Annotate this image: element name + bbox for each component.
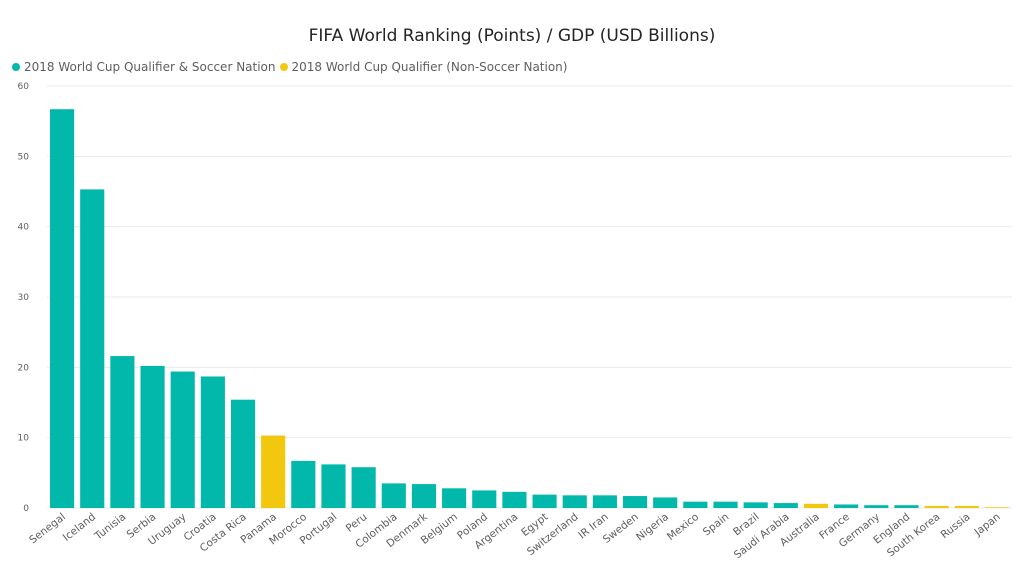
x-tick-label: Nigeria <box>634 511 671 544</box>
bar[interactable] <box>773 503 798 508</box>
bar[interactable] <box>261 435 286 508</box>
x-tick-label: Spain <box>701 511 732 539</box>
bar[interactable] <box>442 488 467 508</box>
bar[interactable] <box>472 490 497 508</box>
x-tick-label: Tunisia <box>92 511 128 543</box>
bar[interactable] <box>80 189 105 508</box>
legend-marker-soccer-nation <box>12 63 20 71</box>
x-tick-label: South Korea <box>885 511 943 560</box>
bar[interactable] <box>713 501 738 508</box>
bar[interactable] <box>562 495 587 508</box>
bar[interactable] <box>834 504 859 508</box>
bar[interactable] <box>984 507 1009 508</box>
bar[interactable] <box>502 491 527 508</box>
legend-marker-non-soccer-nation <box>279 63 288 71</box>
y-tick-label: 20 <box>18 363 30 373</box>
x-tick-label: Mexico <box>665 511 701 543</box>
legend-item-soccer-nation[interactable]: 2018 World Cup Qualifier & Soccer Nation <box>12 60 276 74</box>
x-tick-label: Russia <box>939 511 973 541</box>
bar[interactable] <box>653 497 678 508</box>
bar[interactable] <box>291 460 316 508</box>
bar[interactable] <box>894 505 919 508</box>
bar[interactable] <box>532 494 557 508</box>
chart-title: FIFA World Ranking (Points) / GDP (USD B… <box>308 26 716 46</box>
bar[interactable] <box>411 484 437 508</box>
bar[interactable] <box>743 502 768 508</box>
bar[interactable] <box>230 399 256 508</box>
bar[interactable] <box>140 365 165 508</box>
x-tick-label: Iceland <box>61 511 98 544</box>
bar[interactable] <box>321 464 346 508</box>
bar[interactable] <box>200 376 225 508</box>
legend: 2018 World Cup Qualifier & Soccer Nation… <box>12 60 571 74</box>
bar[interactable] <box>954 505 979 508</box>
y-tick-label: 60 <box>18 82 30 92</box>
bar[interactable] <box>381 483 406 508</box>
y-tick-label: 40 <box>18 223 30 233</box>
bar[interactable] <box>110 356 135 508</box>
bar[interactable] <box>351 467 376 508</box>
bar[interactable] <box>50 109 75 509</box>
bar[interactable] <box>622 496 648 508</box>
bar[interactable] <box>864 505 889 508</box>
legend-label-soccer-nation: 2018 World Cup Qualifier & Soccer Nation <box>24 60 276 74</box>
legend-item-non-soccer-nation[interactable]: 2018 World Cup Qualifier (Non-Soccer Nat… <box>279 60 568 74</box>
y-tick-label: 10 <box>18 434 30 444</box>
x-tick-label: Japan <box>972 511 1003 539</box>
bar[interactable] <box>683 501 708 508</box>
y-tick-label: 30 <box>18 293 30 303</box>
bar[interactable] <box>803 503 829 508</box>
legend-label-non-soccer-nation: 2018 World Cup Qualifier (Non-Soccer Nat… <box>291 60 568 74</box>
bar[interactable] <box>170 371 195 508</box>
y-tick-label: 50 <box>18 152 30 162</box>
x-tick-label: Senegal <box>27 511 68 546</box>
bar[interactable] <box>924 505 949 508</box>
bar[interactable] <box>592 495 617 508</box>
y-tick-label: 0 <box>23 504 29 514</box>
